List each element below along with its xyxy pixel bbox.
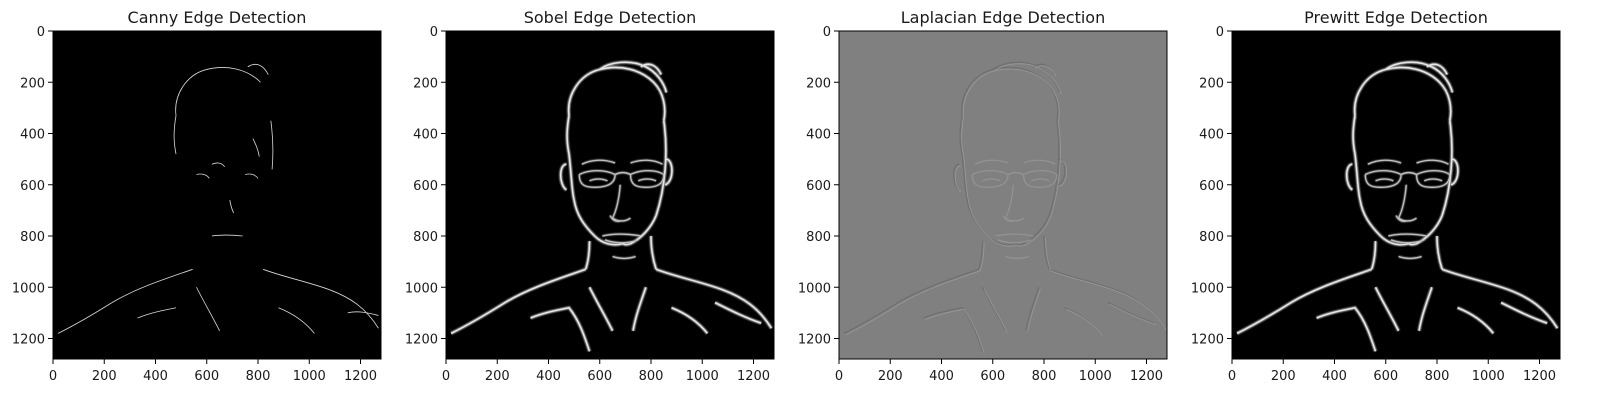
panel-1: Canny Edge Detection 0 200 400 600 800 1000 120… [12, 8, 382, 384]
x-tick-label: 800 [1032, 369, 1057, 384]
y-tick-label: 800 [413, 230, 438, 245]
y-tick-label: 0 [37, 25, 45, 40]
x-tick-label: 0 [442, 369, 450, 384]
y-tick-label: 1000 [405, 281, 438, 296]
x-tick-label: 1200 [737, 369, 770, 384]
x-tick-label: 1000 [686, 369, 719, 384]
x-tick-label: 600 [1373, 369, 1398, 384]
axes-frame [445, 30, 775, 360]
x-tick-label: 200 [485, 369, 510, 384]
x-tick-label: 0 [49, 369, 57, 384]
x-tick-label: 600 [980, 369, 1005, 384]
x-tick-label: 1000 [293, 369, 326, 384]
y-tick-label: 800 [20, 230, 45, 245]
panel-3: Laplacian Edge Detection 0 200 400 600 800 100… [798, 8, 1168, 384]
panel-4: Prewitt Edge Detection 0 200 400 600 800 1000 1… [1191, 8, 1561, 384]
y-tick-label: 400 [1199, 128, 1224, 143]
y-tick-label: 600 [413, 179, 438, 194]
x-tick-label: 600 [587, 369, 612, 384]
x-tick-label: 800 [246, 369, 271, 384]
edge-image [57, 63, 379, 334]
x-tick-label: 600 [194, 369, 219, 384]
x-tick-label: 200 [92, 369, 117, 384]
x-tick-label: 1000 [1472, 369, 1505, 384]
x-tick-label: 200 [878, 369, 903, 384]
edge-image-background [53, 31, 381, 359]
x-tick-label: 800 [639, 369, 664, 384]
y-tick-label: 1200 [798, 333, 831, 348]
panel-title: Canny Edge Detection [128, 8, 307, 27]
y-tick-label: 600 [1199, 179, 1224, 194]
x-tick-label: 800 [1425, 369, 1450, 384]
y-tick-label: 1000 [1191, 281, 1224, 296]
y-tick-label: 0 [430, 25, 438, 40]
x-tick-label: 400 [1322, 369, 1347, 384]
y-tick-label: 400 [806, 128, 831, 143]
panel-title: Laplacian Edge Detection [901, 8, 1105, 27]
y-tick-label: 200 [413, 76, 438, 91]
y-tick-label: 1000 [12, 281, 45, 296]
y-tick-label: 1200 [12, 333, 45, 348]
edge-image [843, 61, 1167, 353]
y-tick-label: 1200 [1191, 333, 1224, 348]
panel-title: Prewitt Edge Detection [1304, 8, 1488, 27]
axes-frame [1231, 30, 1561, 360]
y-tick-label: 800 [1199, 230, 1224, 245]
y-tick-label: 400 [413, 128, 438, 143]
x-tick-label: 1200 [1523, 369, 1556, 384]
y-tick-label: 0 [1216, 25, 1224, 40]
panel-title: Sobel Edge Detection [524, 8, 697, 27]
x-tick-label: 400 [536, 369, 561, 384]
y-tick-label: 200 [20, 76, 45, 91]
axes-frame [838, 30, 1168, 360]
x-tick-label: 1200 [1130, 369, 1163, 384]
y-tick-label: 200 [806, 76, 831, 91]
x-tick-label: 400 [929, 369, 954, 384]
x-tick-label: 400 [143, 369, 168, 384]
edge-image-background [839, 31, 1167, 359]
y-tick-label: 200 [1199, 76, 1224, 91]
x-tick-label: 0 [1228, 369, 1236, 384]
panel-2: Sobel Edge Detection 0 200 400 600 800 1000 120… [405, 8, 775, 384]
y-tick-label: 600 [806, 179, 831, 194]
y-tick-label: 1000 [798, 281, 831, 296]
edge-image [1236, 60, 1559, 352]
x-tick-label: 200 [1271, 369, 1296, 384]
y-tick-label: 0 [823, 25, 831, 40]
x-tick-label: 0 [835, 369, 843, 384]
edge-image [450, 60, 773, 352]
y-tick-label: 400 [20, 128, 45, 143]
x-tick-label: 1200 [344, 369, 377, 384]
y-tick-label: 1200 [405, 333, 438, 348]
x-tick-label: 1000 [1079, 369, 1112, 384]
y-tick-label: 600 [20, 179, 45, 194]
axes-frame [52, 30, 382, 360]
y-tick-label: 800 [806, 230, 831, 245]
